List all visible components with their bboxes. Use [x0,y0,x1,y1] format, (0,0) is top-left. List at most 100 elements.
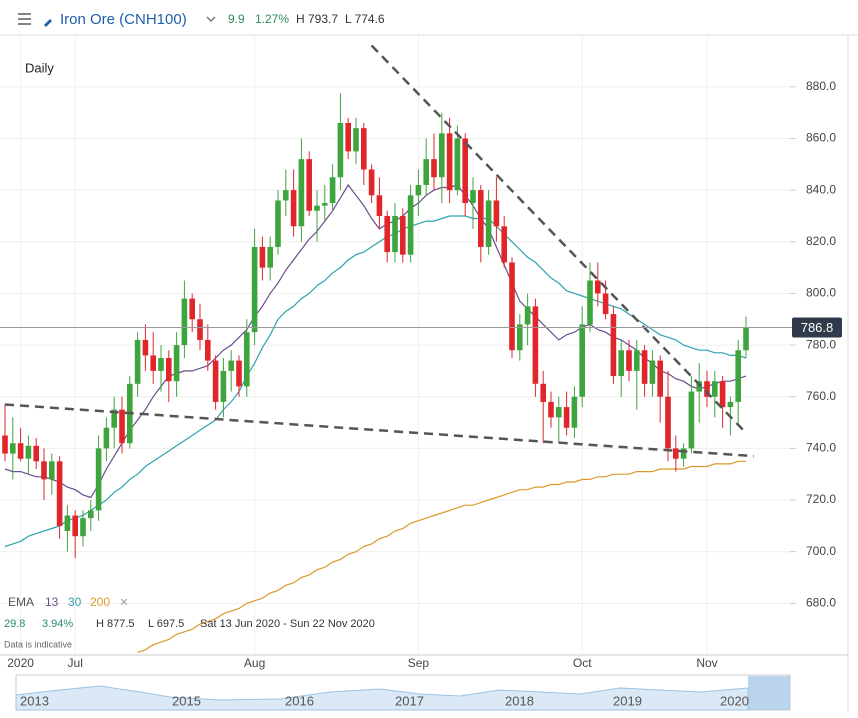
navigator-year: 2013 [20,693,49,708]
candle-body [88,510,94,519]
legend-close[interactable]: × [120,594,128,610]
candle-body [205,339,211,361]
candle-body [212,360,219,402]
candle-body [142,339,149,356]
candle-body [657,360,663,397]
interval-label[interactable]: Daily [25,60,54,75]
candle-body [595,280,601,294]
candle-body [501,226,507,263]
candle-body [431,159,437,178]
candle-body [283,190,289,201]
candle-body [322,203,328,206]
legend-entry: 30 [68,595,82,609]
candle-body [439,133,445,178]
range-low: L 697.5 [148,618,184,630]
candle-body [626,350,632,371]
candle-body [64,515,71,532]
candle-body [665,396,671,449]
candle-body [704,381,710,397]
y-tick-label: 860.0 [806,131,836,145]
last-price-box [792,317,842,338]
candle-body [275,200,281,247]
candle-body [680,448,687,459]
date-range: Sat 13 Jun 2020 - Sun 22 Nov 2020 [200,618,375,630]
candle-body [345,122,351,152]
candle-body [548,401,554,418]
candle-body [329,177,336,204]
candle-body [2,435,8,454]
candle-body [673,448,679,459]
navigator-years: 2013 2015 2016 2017 2018 2019 2020 [20,693,749,708]
candle-body [306,159,312,211]
menu-icon[interactable] [18,13,31,25]
dropdown-icon[interactable] [206,16,216,23]
candle-body [376,195,383,216]
candle-body [244,332,250,387]
ema-line [137,460,746,653]
candle-body [618,350,624,377]
candle-body [478,190,484,247]
candle-body [649,360,656,384]
candle-body [49,461,55,480]
candle-body [712,381,718,397]
candle-body [563,407,570,428]
candle-body [634,350,640,371]
candle-body [384,215,390,253]
candle-body [228,360,234,371]
candle-body [641,350,648,384]
candle-body [587,280,593,325]
candle-body [735,350,741,402]
candle-body [314,205,320,211]
candle-body [150,355,156,371]
candle-body [173,345,180,382]
candle-body [470,190,476,204]
navigator-year: 2019 [613,693,642,708]
day-high: H 793.7 [296,12,338,26]
candle-body [72,515,78,537]
candle-body [267,246,273,268]
candle-body [688,391,695,449]
legend-label: EMA [8,595,34,609]
range-change-pct: 3.94% [42,618,73,630]
navigator-year: 2017 [395,693,424,708]
candle-body [524,306,531,325]
candle-body [10,443,16,454]
candle-body [540,383,546,402]
candle-body [392,215,398,253]
candle-body [181,298,188,346]
candle-body [727,401,734,408]
x-tick-label: Sep [408,656,430,670]
candle-body [119,409,125,444]
candle-body [602,293,609,315]
y-tick-label: 820.0 [806,234,836,248]
instrument-title[interactable]: Iron Ore (CNH100) [60,11,187,28]
candle-body [415,184,422,196]
candle-body [509,262,515,351]
candle-body [41,461,47,480]
navigator-year: 2020 [720,693,749,708]
y-tick-label: 800.0 [806,286,836,300]
candle-body [579,324,585,397]
candle-body [353,128,359,152]
x-tick-label: 2020 [7,656,34,670]
edit-icon[interactable] [44,19,52,27]
candle-body [290,190,297,227]
candle-body [220,370,227,402]
navigator-selection[interactable] [748,676,790,710]
change: 9.9 [228,12,245,26]
candle-body [446,133,453,191]
navigator-year: 2015 [172,693,201,708]
y-tick-label: 880.0 [806,79,836,93]
candle-body [719,381,726,408]
candle-body [197,319,203,340]
x-tick-label: Nov [696,656,717,670]
candle-body [423,159,429,185]
navigator-area [15,685,749,711]
candle-body [493,200,500,227]
change-pct: 1.27% [255,12,289,26]
candle-body [189,298,195,320]
candle-body [532,306,539,384]
candle-body [485,200,492,247]
last-price-label: 786.8 [801,320,834,335]
candle-body [259,246,266,268]
